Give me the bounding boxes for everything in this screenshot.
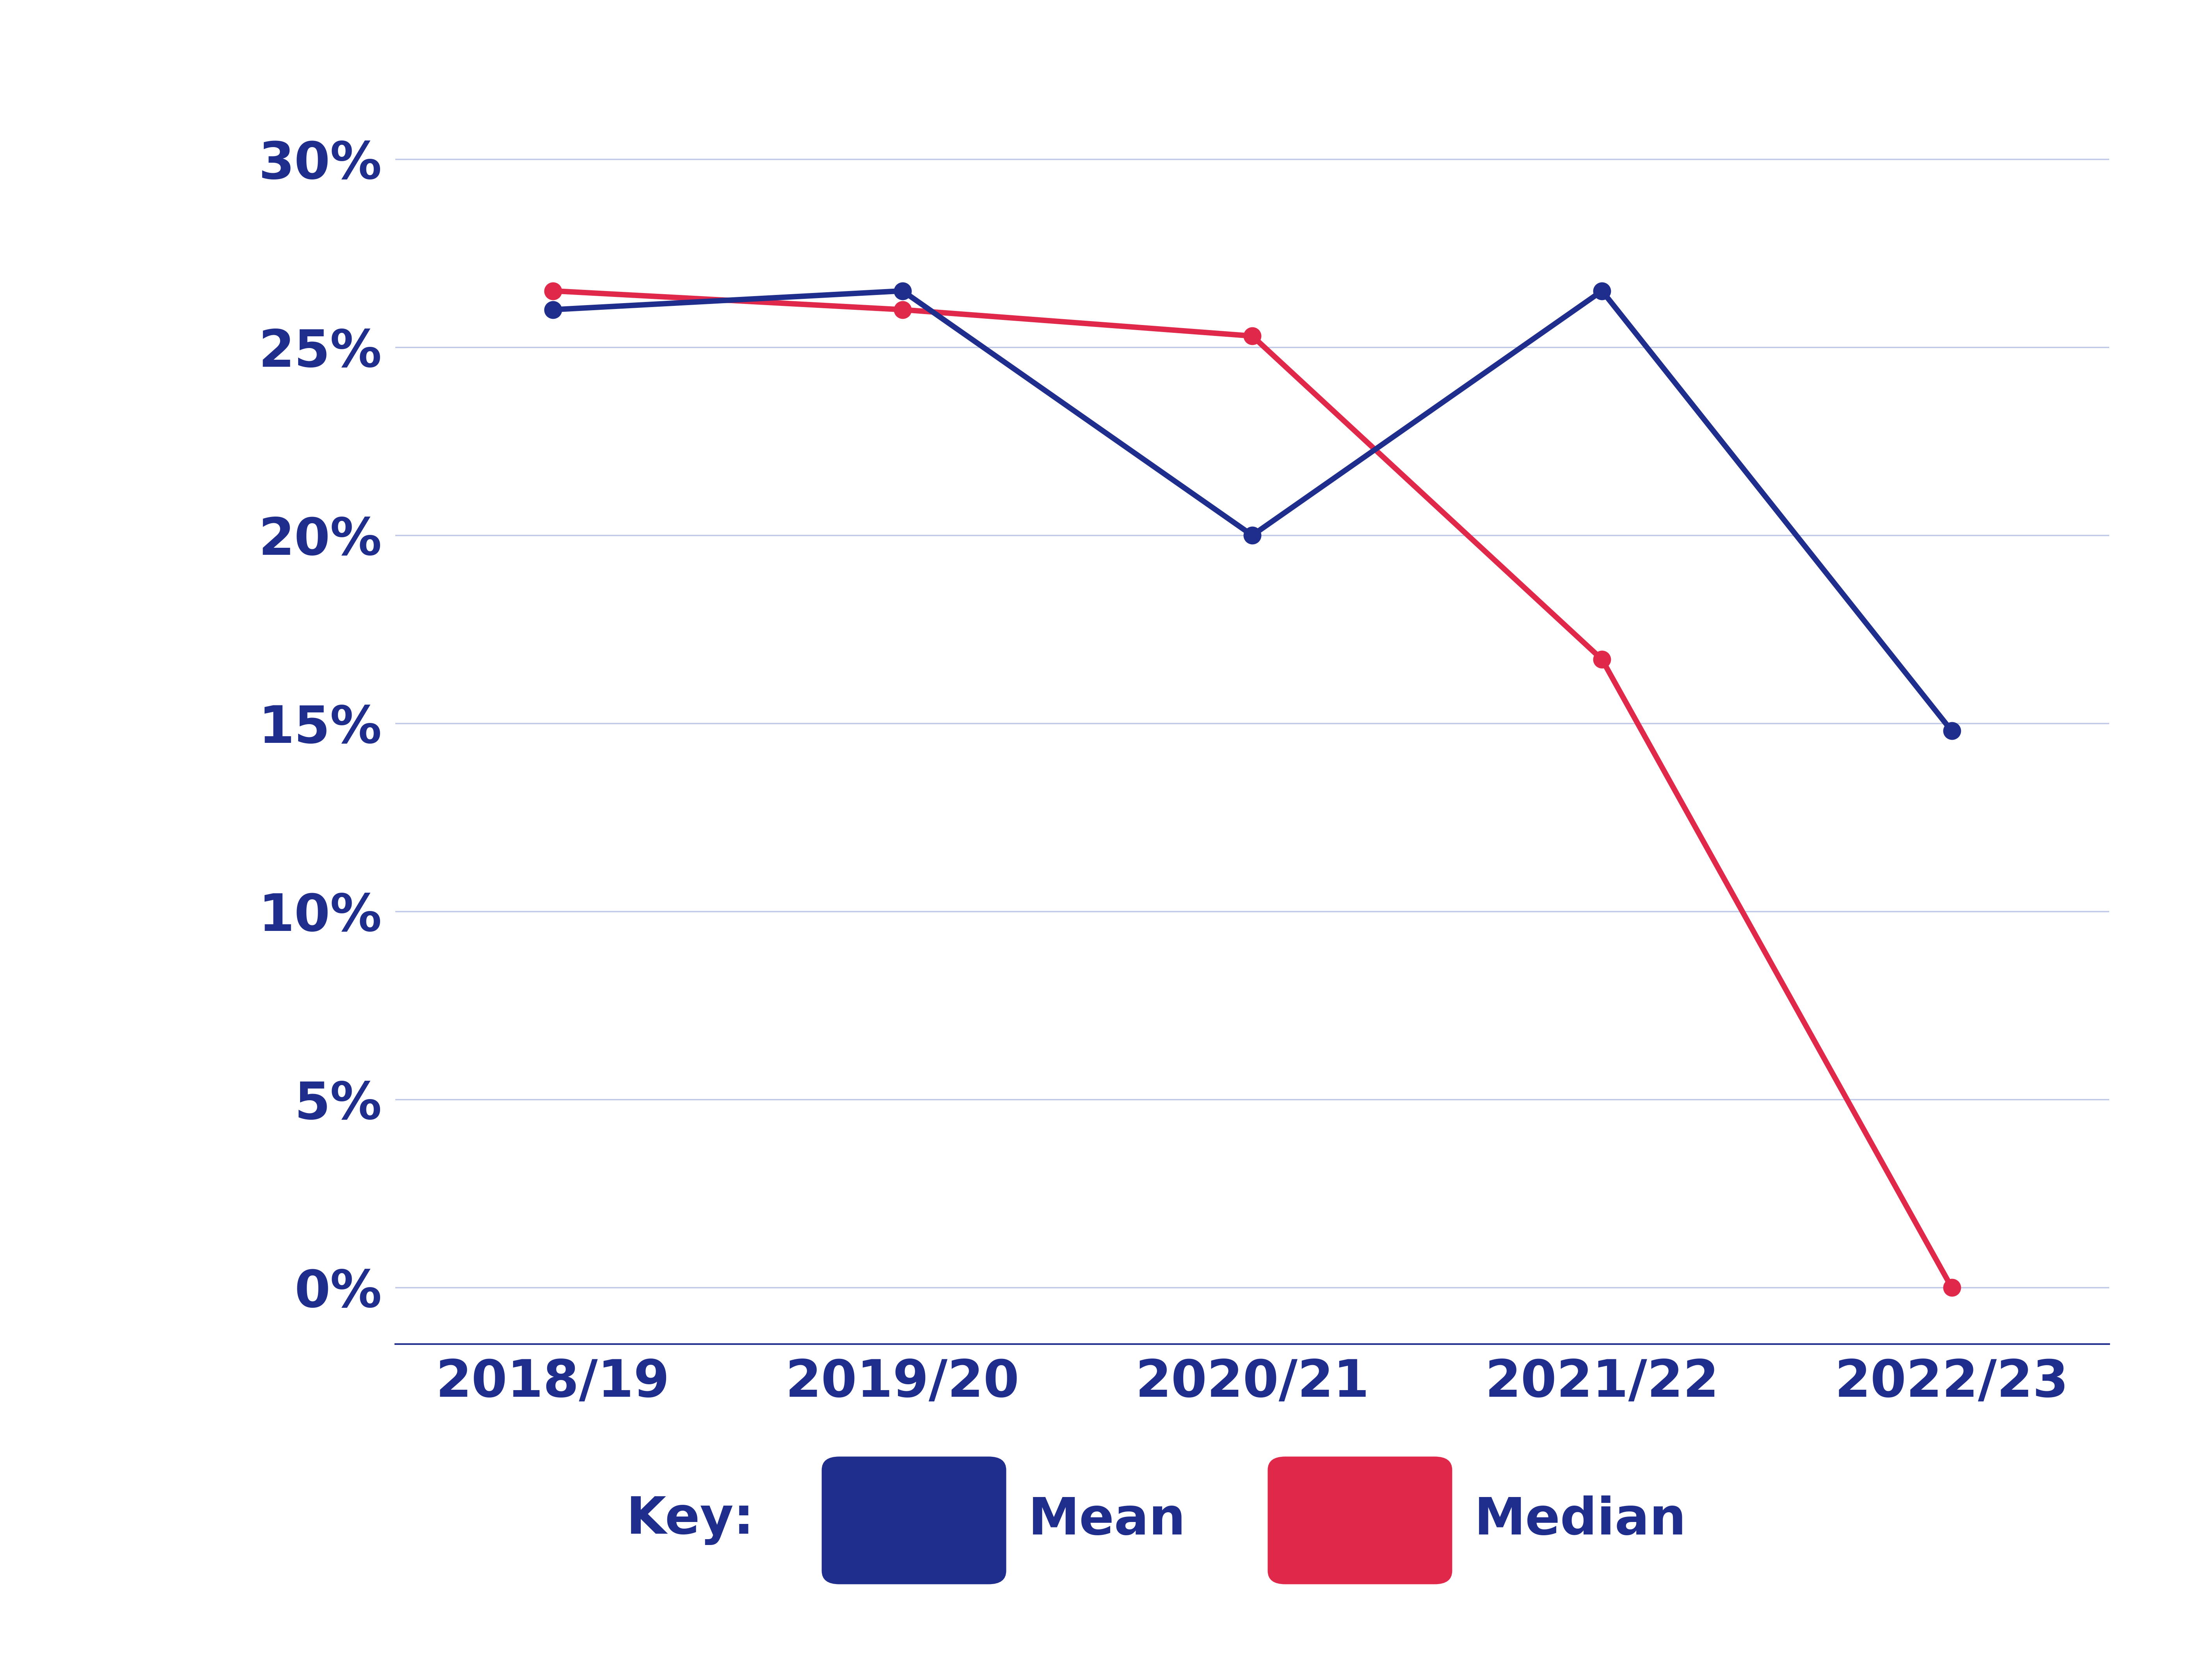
Text: Median: Median: [1474, 1495, 1687, 1546]
Text: Key:: Key:: [626, 1495, 754, 1546]
Text: Mean: Mean: [1028, 1495, 1186, 1546]
